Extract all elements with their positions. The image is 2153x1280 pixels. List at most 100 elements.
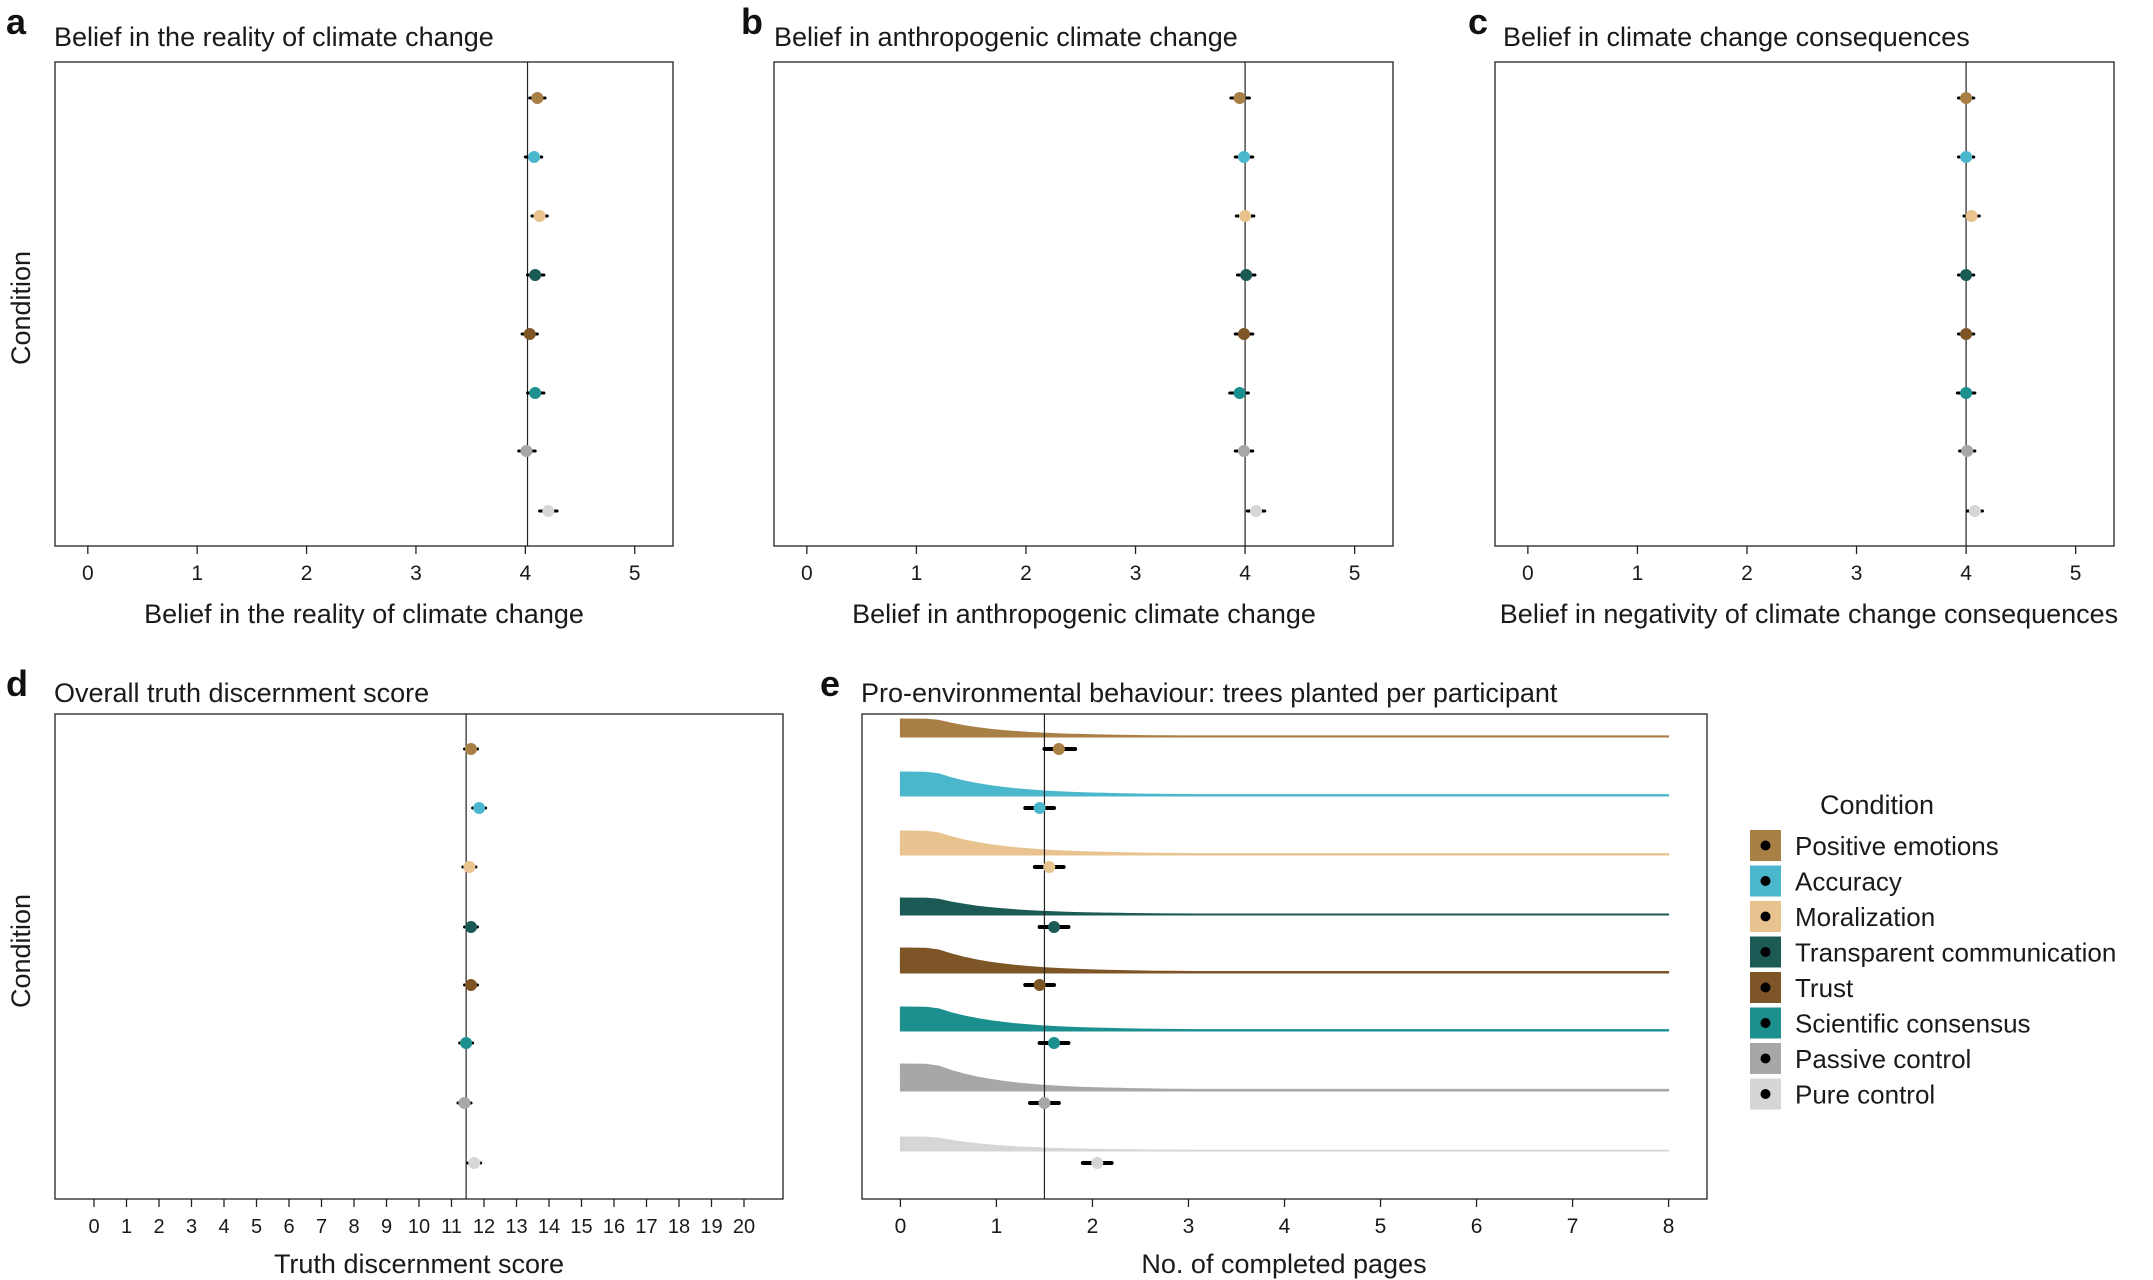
legend-marker xyxy=(1760,947,1771,957)
x-tick-label: 19 xyxy=(700,1216,722,1238)
x-tick-label: 12 xyxy=(473,1216,495,1238)
panel-e-plot: 0 1 2 3 4 5 6 7 8 xyxy=(861,713,1708,1238)
x-tick-label: 1 xyxy=(191,562,203,585)
data-point xyxy=(1961,445,1974,457)
data-point xyxy=(533,210,546,222)
data-point xyxy=(1960,387,1973,399)
data-point xyxy=(1038,1097,1051,1109)
panel-letter-e: e xyxy=(820,663,840,704)
panel-d-ylabel: Condition xyxy=(6,894,36,1008)
panel-a-title: Belief in the reality of climate change xyxy=(54,22,494,52)
panel-letter-a: a xyxy=(6,1,27,42)
panel-d-plot: 0 1 2 3 4 5 6 7 8 9 10 11 12 13 14 15 16 17 18 19 20 xyxy=(54,713,784,1238)
x-tick-label: 20 xyxy=(733,1216,755,1238)
data-point xyxy=(1033,802,1046,814)
x-tick-label: 0 xyxy=(88,1216,99,1238)
legend-title: Condition xyxy=(1820,790,1934,820)
data-point xyxy=(542,505,555,517)
x-tick-label: 13 xyxy=(505,1216,527,1238)
panel-a-plot: 0 1 2 3 4 5 xyxy=(54,61,674,585)
data-point xyxy=(1233,387,1246,399)
x-tick-label: 1 xyxy=(991,1215,1003,1238)
density-ridge xyxy=(899,897,1670,916)
legend-label: Accuracy xyxy=(1795,867,1902,897)
data-point xyxy=(1091,1157,1104,1169)
x-tick-label: 5 xyxy=(251,1216,262,1238)
legend-label: Moralization xyxy=(1795,902,1935,932)
x-tick-label: 4 xyxy=(1239,562,1251,585)
data-point xyxy=(1239,210,1252,222)
data-point xyxy=(1960,151,1973,163)
legend-marker xyxy=(1760,911,1771,922)
x-tick-label: 18 xyxy=(668,1216,690,1238)
plot-frame xyxy=(54,61,674,547)
data-point xyxy=(473,802,486,814)
density-ridge xyxy=(899,1006,1670,1032)
data-point xyxy=(1238,328,1251,340)
x-tick-label: 5 xyxy=(629,562,641,585)
x-tick-label: 15 xyxy=(570,1216,592,1238)
data-point xyxy=(1238,445,1251,457)
x-tick-label: 3 xyxy=(1130,562,1142,585)
x-tick-label: 4 xyxy=(218,1216,229,1238)
panel-e-xlabel: No. of completed pages xyxy=(1141,1249,1426,1279)
x-tick-label: 11 xyxy=(441,1216,462,1238)
x-tick-label: 16 xyxy=(603,1216,625,1238)
plot-frame xyxy=(54,713,784,1200)
panel-letter-b: b xyxy=(741,1,763,42)
x-tick-label: 4 xyxy=(1279,1215,1291,1238)
x-tick-label: 0 xyxy=(1522,562,1534,585)
x-tick-label: 17 xyxy=(635,1216,657,1238)
legend-marker xyxy=(1760,1089,1771,1099)
x-tick-label: 3 xyxy=(186,1216,197,1238)
data-point xyxy=(1048,1037,1061,1049)
data-point xyxy=(1965,210,1978,222)
data-point xyxy=(458,1097,471,1109)
legend-label: Scientific consensus xyxy=(1795,1009,2031,1039)
x-tick-label: 1 xyxy=(121,1216,132,1238)
data-point xyxy=(463,861,476,873)
x-tick-label: 10 xyxy=(408,1216,430,1238)
x-tick-label: 4 xyxy=(519,562,531,585)
x-tick-label: 0 xyxy=(82,562,94,585)
panel-d-title: Overall truth discernment score xyxy=(54,678,429,708)
x-tick-label: 2 xyxy=(1741,562,1753,585)
density-ridge xyxy=(899,718,1670,738)
data-point xyxy=(1968,505,1981,517)
panel-letter-c: c xyxy=(1468,1,1488,42)
data-point xyxy=(1250,505,1263,517)
x-tick-label: 5 xyxy=(2070,562,2082,585)
data-point xyxy=(465,743,477,755)
x-tick-label: 3 xyxy=(410,562,422,585)
data-point xyxy=(1960,92,1973,104)
data-point xyxy=(531,92,544,104)
x-tick-label: 9 xyxy=(381,1216,392,1238)
x-tick-label: 2 xyxy=(301,562,313,585)
data-point xyxy=(529,387,542,399)
data-point xyxy=(1052,743,1065,755)
data-point xyxy=(1960,328,1973,340)
panel-c-title: Belief in climate change consequences xyxy=(1503,22,1970,52)
x-tick-label: 0 xyxy=(801,562,813,585)
legend-marker xyxy=(1760,1053,1771,1064)
data-point xyxy=(529,269,542,281)
data-point xyxy=(1048,921,1061,933)
data-point xyxy=(528,151,541,163)
x-tick-label: 1 xyxy=(911,562,923,585)
data-point xyxy=(1033,979,1046,991)
density-ridge xyxy=(899,1063,1670,1092)
x-tick-label: 2 xyxy=(153,1216,164,1238)
panel-c-plot: 0 1 2 3 4 5 xyxy=(1494,61,2115,585)
legend-marker xyxy=(1760,876,1771,886)
x-tick-label: 7 xyxy=(1567,1215,1579,1238)
legend-label: Passive control xyxy=(1795,1044,1971,1074)
x-tick-label: 1 xyxy=(1632,562,1644,585)
data-point xyxy=(465,979,477,991)
data-point xyxy=(1233,92,1246,104)
panel-b-xlabel: Belief in anthropogenic climate change xyxy=(852,599,1316,629)
panel-b-title: Belief in anthropogenic climate change xyxy=(774,22,1238,52)
x-tick-label: 6 xyxy=(283,1216,294,1238)
legend-marker xyxy=(1760,1018,1771,1028)
legend-label: Trust xyxy=(1795,973,1854,1003)
